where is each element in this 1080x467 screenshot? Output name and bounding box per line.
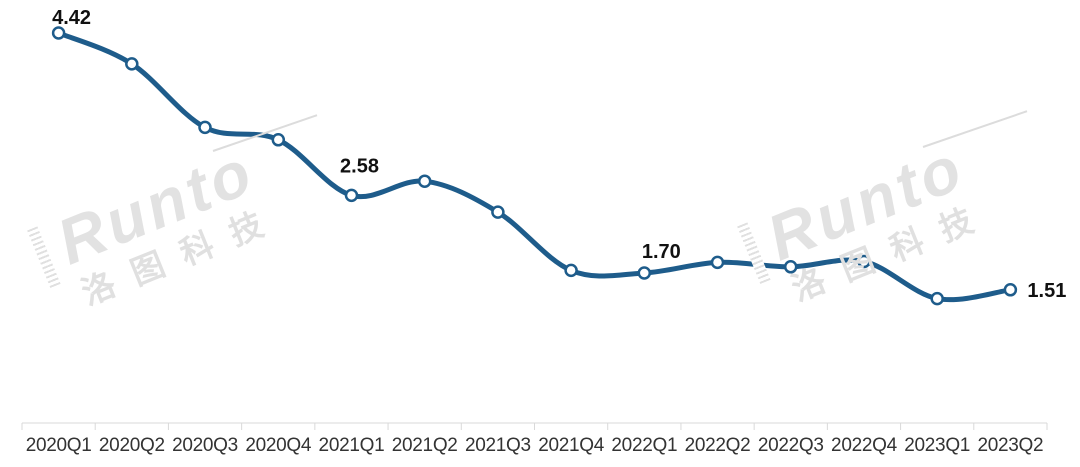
data-point-2022Q3 (783, 260, 798, 274)
data-point-2021Q1 (344, 188, 359, 203)
x-axis-label-2022Q1: 2022Q1 (611, 435, 677, 456)
data-point-2021Q2 (417, 174, 432, 188)
data-label-2022Q1: 1.70 (642, 241, 681, 263)
data-point-2022Q4 (857, 254, 871, 269)
data-point-2021Q4 (564, 263, 578, 278)
data-point-2020Q1 (51, 26, 66, 40)
data-label-2021Q1: 2.58 (340, 155, 379, 177)
data-point-2022Q2 (710, 255, 725, 270)
x-axis-label-2022Q3: 2022Q3 (758, 435, 824, 456)
x-axis-label-2020Q1: 2020Q1 (26, 435, 92, 456)
data-point-2023Q2 (1003, 283, 1018, 297)
x-axis-label-2021Q4: 2021Q4 (538, 435, 605, 456)
data-point-2021Q3 (491, 205, 505, 219)
data-point-2023Q1 (930, 291, 944, 306)
x-axis-label-2023Q2: 2023Q2 (977, 435, 1043, 456)
x-axis-label-2022Q2: 2022Q2 (685, 435, 751, 456)
x-axis-label-2021Q2: 2021Q2 (392, 435, 458, 456)
data-label-2023Q2: 1.51 (1027, 280, 1066, 302)
x-axis-label-2020Q2: 2020Q2 (99, 435, 165, 456)
x-axis-label-2023Q1: 2023Q1 (904, 435, 970, 456)
x-axis-label-2020Q3: 2020Q3 (172, 435, 238, 456)
x-axis-label-2021Q3: 2021Q3 (465, 435, 531, 456)
data-point-2020Q3 (198, 120, 212, 135)
data-point-2020Q4 (271, 133, 286, 147)
x-axis-label-2022Q4: 2022Q4 (831, 435, 898, 456)
data-point-2022Q1 (637, 266, 652, 280)
data-point-2020Q2 (125, 57, 139, 71)
x-axis-label-2020Q4: 2020Q4 (245, 435, 312, 456)
data-label-2020Q1: 4.42 (52, 7, 91, 29)
x-axis-label-2021Q1: 2021Q1 (319, 435, 385, 456)
